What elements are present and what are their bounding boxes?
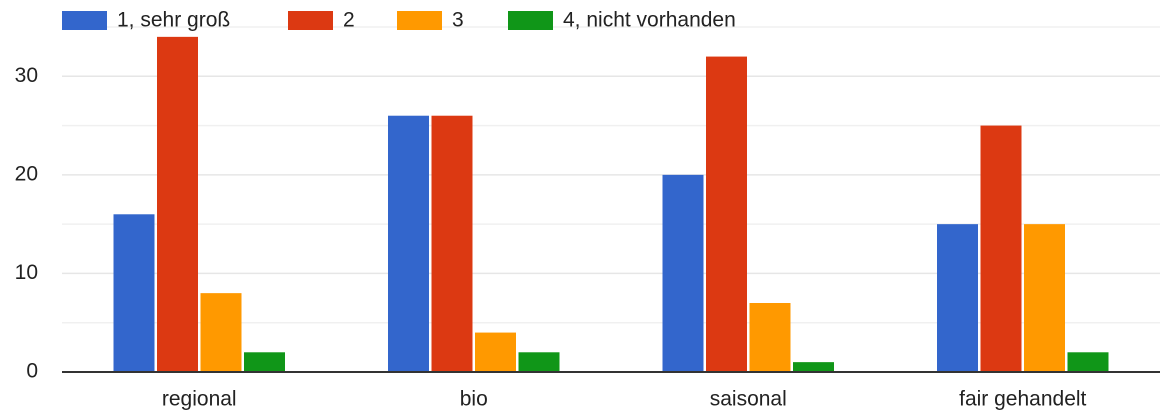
x-tick-label: saisonal (710, 388, 787, 411)
bar (662, 174, 704, 372)
y-tick-label: 10 (15, 261, 38, 284)
x-tick-label: regional (162, 388, 237, 411)
y-tick-label: 20 (15, 162, 38, 185)
bar (749, 303, 791, 372)
bar (706, 56, 747, 372)
legend-label: 2 (343, 9, 355, 32)
legend-swatch (288, 11, 333, 30)
bar (431, 115, 473, 372)
y-tick-label: 30 (15, 64, 38, 87)
bar (475, 332, 516, 372)
bar (793, 362, 834, 372)
y-tick-label: 0 (26, 360, 38, 383)
bar (388, 115, 429, 372)
bar (157, 36, 198, 372)
legend-label: 4, nicht vorhanden (563, 9, 736, 32)
bar (1067, 352, 1109, 372)
legend-label: 1, sehr groß (117, 9, 230, 32)
bar (113, 214, 155, 372)
bar (200, 293, 242, 372)
legend-swatch (397, 11, 442, 30)
legend-label: 3 (452, 9, 464, 32)
bar (937, 224, 978, 372)
legend-swatch (62, 11, 107, 30)
bar (244, 352, 285, 372)
x-tick-label: fair gehandelt (959, 388, 1086, 411)
bar (518, 352, 560, 372)
legend-swatch (508, 11, 553, 30)
bar (980, 125, 1022, 372)
x-tick-label: bio (460, 388, 488, 411)
bar (1024, 224, 1065, 372)
